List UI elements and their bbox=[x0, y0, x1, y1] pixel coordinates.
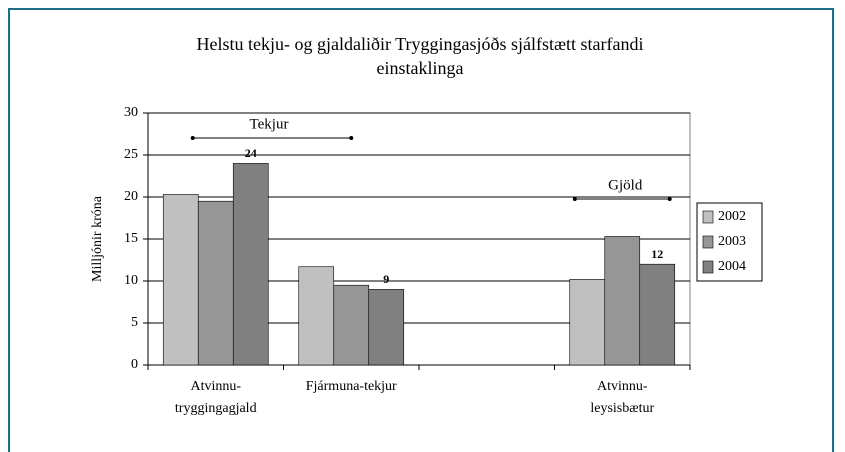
legend-label: 2002 bbox=[718, 209, 746, 224]
y-tick-label: 25 bbox=[124, 147, 138, 162]
bar bbox=[162, 194, 199, 366]
legend-swatch bbox=[702, 235, 714, 249]
annotation-end bbox=[190, 136, 195, 140]
x-tick-label: Atvinnu-leysisbætur bbox=[590, 379, 654, 416]
legend-label: 2003 bbox=[718, 234, 746, 249]
y-tick-label: 10 bbox=[124, 273, 138, 288]
legend-label: 2004 bbox=[718, 259, 746, 274]
y-tick-label: 15 bbox=[124, 231, 138, 246]
y-tick-label: 20 bbox=[124, 189, 138, 204]
data-label: 12 bbox=[651, 247, 663, 261]
bar bbox=[197, 200, 234, 366]
annotation-text: Tekjur bbox=[250, 116, 289, 132]
bar bbox=[298, 266, 335, 366]
y-tick-label: 0 bbox=[131, 357, 138, 372]
data-label: 24 bbox=[245, 146, 257, 160]
bar bbox=[604, 236, 641, 366]
bar bbox=[569, 279, 606, 366]
y-tick-label: 30 bbox=[124, 105, 138, 120]
annotation-end bbox=[572, 197, 577, 201]
bar bbox=[368, 289, 405, 366]
frame bbox=[8, 8, 834, 452]
annotation-text: Gjöld bbox=[608, 177, 643, 193]
x-tick-label: Atvinnu-tryggingagjald bbox=[175, 379, 257, 416]
annotation-end bbox=[349, 136, 354, 140]
annotation-end bbox=[667, 197, 672, 201]
data-label: 9 bbox=[383, 272, 389, 286]
chart-title: Helstu tekju- og gjaldaliðir Tryggingasj… bbox=[196, 34, 644, 78]
bar bbox=[333, 284, 370, 366]
legend-swatch bbox=[702, 210, 714, 224]
bar bbox=[232, 163, 269, 366]
legend-swatch bbox=[702, 260, 714, 274]
y-axis-label: Milljónir króna bbox=[90, 195, 105, 282]
x-tick-label: Fjármuna-tekjur bbox=[306, 379, 397, 394]
y-tick-label: 5 bbox=[131, 315, 138, 330]
bar bbox=[639, 263, 676, 366]
